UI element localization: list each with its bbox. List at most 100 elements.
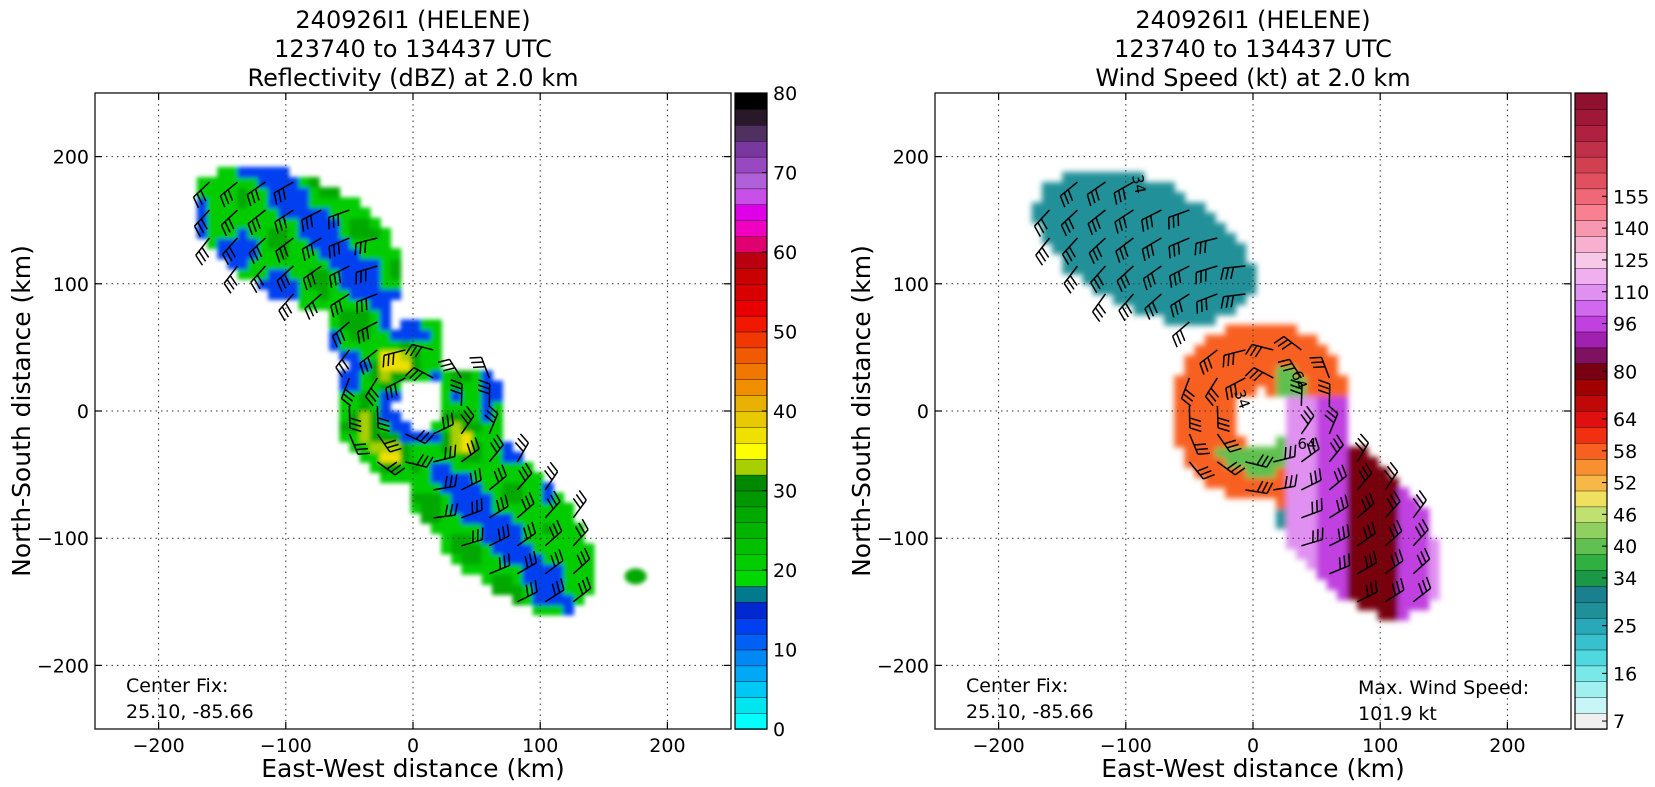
wind-barb	[433, 503, 459, 519]
wind-cell	[1265, 477, 1277, 489]
colorbar-bin	[734, 569, 768, 587]
isolated-echo	[624, 568, 647, 585]
wind-cell	[1235, 436, 1247, 448]
colorbar-tick-label: 40	[773, 401, 797, 423]
wind-barb	[1180, 377, 1195, 407]
wind-cell	[1377, 467, 1389, 479]
echo-cell	[430, 421, 442, 433]
wind-cell	[1316, 568, 1328, 580]
wind-barb	[1412, 576, 1432, 603]
echo-cell	[400, 329, 412, 341]
wind-cell	[1235, 334, 1247, 346]
wind-cell	[1153, 202, 1165, 214]
echo-cell	[298, 268, 310, 280]
wind-cell	[1357, 456, 1369, 468]
wind-cell	[1306, 334, 1318, 346]
wind-cell	[1102, 222, 1114, 234]
echo-cell	[329, 299, 341, 311]
echo-cell	[420, 329, 432, 341]
echo-cell	[349, 238, 361, 250]
echo-cell	[400, 451, 412, 463]
echo-cell	[410, 451, 422, 463]
wind-cell	[1174, 202, 1186, 214]
echo-cell	[339, 268, 351, 280]
colorbar-tick-label: 155	[1613, 186, 1649, 208]
wind-barb	[572, 489, 587, 519]
wind-barb	[1300, 437, 1320, 463]
wind-cell	[1225, 487, 1237, 499]
wind-cell	[1194, 365, 1206, 377]
echo-cell	[441, 451, 453, 463]
wind-cell	[1316, 426, 1328, 438]
echo-cell	[380, 238, 392, 250]
wind-cell	[1418, 599, 1430, 611]
wind-cell	[1408, 517, 1420, 529]
wind-cell	[1214, 385, 1226, 397]
wind-cell	[1296, 406, 1308, 417]
wind-barb	[1167, 209, 1190, 230]
colorbar-bin	[1574, 108, 1608, 126]
wind-cell	[1235, 253, 1247, 265]
wind-cell	[1235, 355, 1247, 367]
echo-cell	[380, 400, 392, 412]
wind-cell	[1326, 446, 1338, 458]
echo-cell	[430, 319, 442, 331]
wind-cell	[1133, 273, 1145, 285]
wind-barb	[355, 265, 378, 285]
echo-cell	[441, 380, 453, 392]
echo-cell	[278, 166, 290, 178]
echo-cell	[390, 278, 402, 290]
wind-cell	[1143, 253, 1155, 265]
wind-cell	[1052, 222, 1064, 234]
colorbar-tick-label: 140	[1613, 218, 1649, 240]
echo-cell	[400, 339, 412, 351]
wind-cell	[1265, 375, 1277, 387]
echo-cell	[542, 512, 554, 524]
echo-cell	[481, 421, 493, 433]
echo-cell	[512, 543, 524, 555]
echo-cell	[380, 472, 392, 484]
echo-cell	[481, 472, 493, 484]
wind-cell	[1418, 548, 1430, 560]
wind-barb	[1216, 433, 1242, 453]
echo-cell	[369, 441, 381, 453]
wind-barb	[1220, 265, 1246, 281]
echo-cell	[532, 533, 544, 545]
wind-cell	[1326, 355, 1338, 367]
wind-cell	[1255, 334, 1267, 346]
echo-cell	[481, 400, 493, 412]
wind-cell	[1326, 365, 1338, 377]
echo-cell	[349, 309, 361, 321]
colorbar-tick-label: 7	[1613, 711, 1625, 733]
wind-barb	[1188, 405, 1202, 433]
wind-cell	[1398, 528, 1410, 540]
echo-cell	[481, 553, 493, 565]
echo-cell	[278, 227, 290, 239]
wind-cell	[1316, 538, 1328, 550]
wind-cell	[1398, 589, 1410, 601]
echo-cell	[471, 370, 483, 382]
wind-cell	[1133, 212, 1145, 224]
echo-cell	[491, 563, 503, 575]
wind-cell	[1316, 467, 1328, 479]
echo-cell	[481, 523, 493, 535]
wind-cell	[1123, 273, 1135, 285]
wind-cell	[1143, 233, 1155, 245]
wind-cell	[1357, 538, 1369, 550]
echo-cell	[237, 207, 249, 219]
echo-cell	[298, 217, 310, 229]
echo-cell	[278, 177, 290, 189]
wind-cell	[1204, 365, 1216, 377]
echo-cell	[491, 523, 503, 535]
echo-cell	[380, 431, 392, 443]
echo-cell	[522, 523, 534, 535]
echo-cell	[278, 197, 290, 209]
wind-barb	[1329, 553, 1351, 575]
wind-cell	[1255, 456, 1267, 468]
echo-cell	[257, 177, 269, 189]
wind-cell	[1316, 365, 1328, 377]
wind-cell	[1062, 171, 1074, 183]
echo-cell	[553, 563, 565, 575]
echo-cell	[318, 207, 330, 219]
echo-cell	[461, 472, 473, 484]
